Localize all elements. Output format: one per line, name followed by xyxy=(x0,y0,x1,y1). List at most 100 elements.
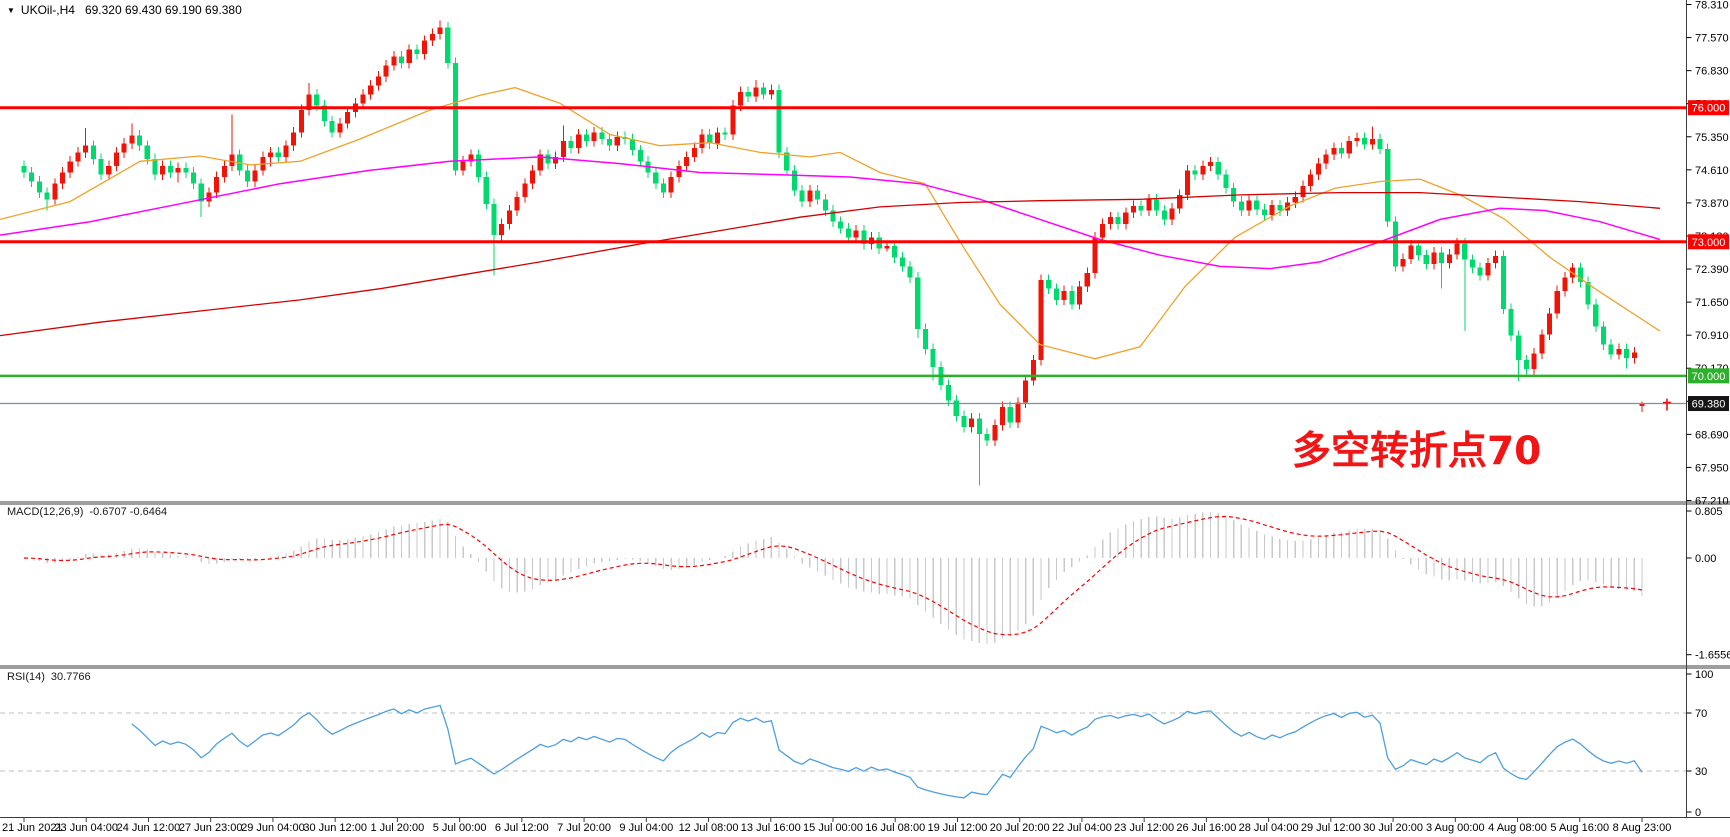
candle xyxy=(1092,237,1098,274)
candle xyxy=(684,156,690,166)
candle xyxy=(753,87,759,97)
candle xyxy=(398,56,405,64)
candle xyxy=(1053,288,1059,300)
macd-values: -0.6707 -0.6464 xyxy=(89,506,168,518)
price-axis-label: 74.610 xyxy=(1695,165,1729,177)
candle xyxy=(1477,267,1483,276)
time-axis-label: 5 Aug 16:00 xyxy=(1550,822,1609,834)
time-axis-label: 26 Jul 16:00 xyxy=(1176,822,1236,834)
candle xyxy=(1416,245,1422,256)
candle xyxy=(699,134,705,148)
candle xyxy=(291,132,297,146)
time-axis-label: 20 Jul 20:00 xyxy=(990,822,1050,834)
candle xyxy=(491,203,497,236)
macd-axis-label: 0.00 xyxy=(1695,553,1716,565)
candle xyxy=(1577,267,1583,282)
candle xyxy=(1400,258,1406,267)
candle xyxy=(545,154,551,164)
price-badge-label: 69.380 xyxy=(1692,399,1726,411)
price-axis-label: 70.910 xyxy=(1695,330,1729,342)
candle xyxy=(183,168,189,173)
candle xyxy=(252,170,258,182)
time-axis-label: 9 Jul 04:00 xyxy=(619,822,673,834)
candle xyxy=(815,190,821,200)
candle xyxy=(668,176,674,193)
candle xyxy=(476,154,482,177)
candle xyxy=(1254,200,1260,210)
price-badge xyxy=(1688,368,1729,384)
time-axis-label: 5 Jul 00:00 xyxy=(433,822,487,834)
candle xyxy=(1500,256,1506,309)
candle xyxy=(90,145,96,160)
macd-histogram xyxy=(31,511,1643,645)
candle xyxy=(1138,206,1144,211)
candle xyxy=(283,145,289,157)
time-axis-label: 30 Jul 20:00 xyxy=(1363,822,1423,834)
candle xyxy=(830,210,836,222)
candle xyxy=(953,400,959,417)
time-axis-label: 8 Aug 23:00 xyxy=(1613,822,1672,834)
candle xyxy=(676,165,682,177)
candle xyxy=(268,152,274,157)
candle xyxy=(137,135,143,146)
candle xyxy=(784,152,790,171)
candle xyxy=(1177,194,1183,209)
candle xyxy=(1285,202,1291,211)
candle xyxy=(1069,290,1075,305)
candle xyxy=(1554,290,1560,314)
candle xyxy=(44,192,50,200)
candle xyxy=(930,349,936,367)
candle xyxy=(899,257,905,267)
candle xyxy=(1046,279,1052,289)
candle xyxy=(1539,334,1545,354)
candle xyxy=(452,63,459,171)
candle xyxy=(722,132,728,135)
candle xyxy=(599,132,605,140)
rsi-label: RSI(14) xyxy=(7,671,45,683)
macd-axis-label: 0.805 xyxy=(1695,506,1723,518)
candle xyxy=(167,165,173,173)
candle xyxy=(67,161,73,173)
candle xyxy=(406,49,412,64)
candle xyxy=(1169,208,1175,220)
candle xyxy=(1146,199,1152,211)
candle xyxy=(907,266,913,278)
candle xyxy=(761,87,767,95)
candle xyxy=(391,56,397,66)
price-badge xyxy=(1688,396,1729,412)
candle xyxy=(1523,360,1529,370)
candle xyxy=(1184,170,1190,195)
ohlc-values: 69.320 69.430 69.190 69.380 xyxy=(84,3,242,17)
candle xyxy=(198,183,204,202)
candle xyxy=(707,134,713,144)
candle xyxy=(1315,163,1321,175)
candle xyxy=(637,150,643,162)
candle xyxy=(314,94,320,106)
time-axis-label: 23 Jul 12:00 xyxy=(1114,822,1174,834)
price-badge-label: 76.000 xyxy=(1692,103,1726,115)
candle xyxy=(529,170,536,184)
candle xyxy=(614,136,620,146)
ma-slow-line xyxy=(0,191,1661,337)
candle xyxy=(1223,174,1229,189)
price-badge-label: 73.000 xyxy=(1692,237,1726,249)
candle xyxy=(992,424,998,441)
time-axis-label: 4 Aug 08:00 xyxy=(1488,822,1547,834)
candle xyxy=(1215,162,1221,175)
candle xyxy=(768,89,774,95)
ma-mid-line xyxy=(0,156,1661,270)
price-axis-label: 72.390 xyxy=(1695,264,1729,276)
candle xyxy=(1061,290,1067,300)
candle xyxy=(514,197,520,211)
candle xyxy=(144,145,150,160)
candle xyxy=(1030,360,1036,381)
candle xyxy=(29,172,35,182)
price-levels-layer[interactable] xyxy=(0,106,1686,405)
time-axis-label: 6 Jul 12:00 xyxy=(495,822,549,834)
symbol-dropdown-icon[interactable]: ▼ xyxy=(7,6,15,15)
candle xyxy=(714,132,720,144)
candle xyxy=(1200,165,1206,175)
